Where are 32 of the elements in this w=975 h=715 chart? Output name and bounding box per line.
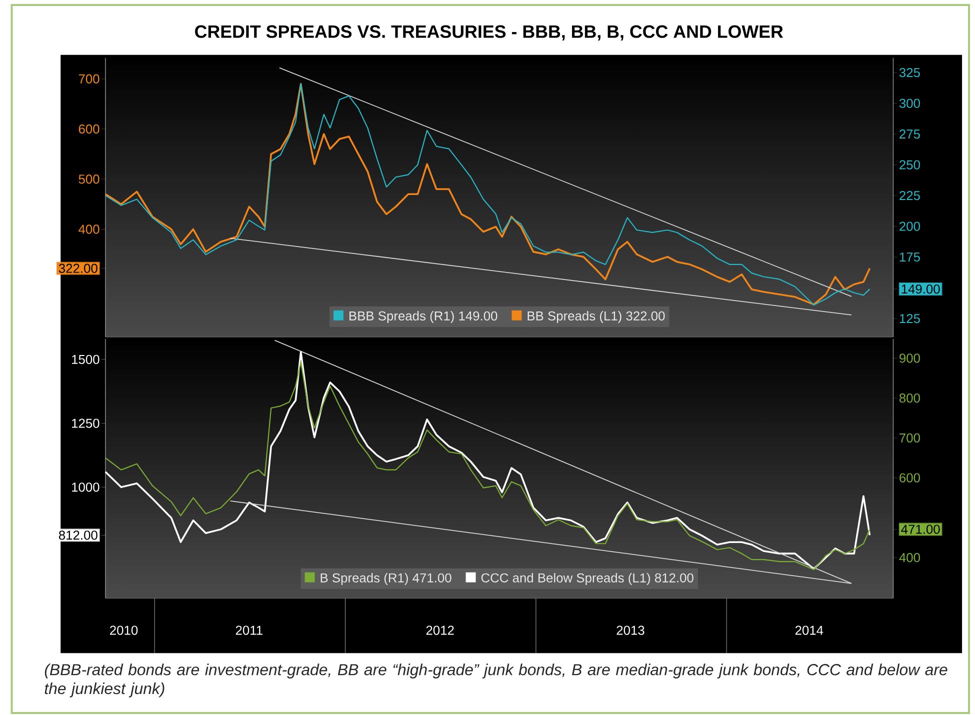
legend-label: B Spreads (R1) 471.00 (320, 572, 452, 586)
y-tick-label: 700 (78, 74, 100, 84)
y2-tick-label: 400 (899, 553, 920, 562)
y-tick-label: 1000 (72, 482, 100, 492)
text: (BBB-rated bonds are investment-grade, BB are “high-grade” junk bonds, B are median-grade junk bonds, CCC and below are the junkiest junk) (44, 664, 948, 698)
y-tick-label: 1500 (72, 354, 100, 364)
x-tick-label: 2014 (795, 626, 824, 635)
y-tick-label: 400 (78, 224, 100, 234)
y-tick-label: 600 (78, 124, 100, 134)
y2-tick-label: 125 (900, 314, 920, 324)
y2-tick-label: 175 (900, 252, 920, 262)
y2-tick-label: 275 (900, 130, 920, 139)
y-tick-label: 1250 (72, 418, 100, 428)
chart-title: CREDIT SPREADS VS. TREASURIES - BBB, BB, B, CCC AND LOWER (195, 25, 784, 41)
y-tick-label: 500 (78, 174, 100, 184)
y2-tick-label: 200 (900, 222, 920, 231)
y2-tick-label: 600 (900, 473, 920, 482)
y-tick-label: 812.00 (58, 530, 98, 540)
y2-tick-label: 250 (900, 160, 920, 170)
legend-label: BB Spreads (L1) 322.00 (528, 311, 665, 324)
x-tick-label: 2010 (110, 626, 138, 635)
x-tick-label: 2012 (426, 626, 454, 635)
x-tick-label: 2011 (236, 626, 262, 635)
legend-label: BBB Spreads (R1) 149.00 (350, 311, 498, 324)
y2-tick-label: 700 (900, 433, 920, 443)
y2-tick-label: 800 (899, 393, 920, 403)
y2-tick-label: 225 (900, 191, 920, 200)
legend-label: CCC and Below Spreads (L1) 812.00 (481, 572, 694, 586)
x-tick-label: 2013 (616, 626, 644, 635)
y2-tick-label: 900 (900, 354, 920, 363)
y2-tick-label: 325 (899, 68, 920, 78)
y2-tick-label: 300 (899, 98, 920, 108)
